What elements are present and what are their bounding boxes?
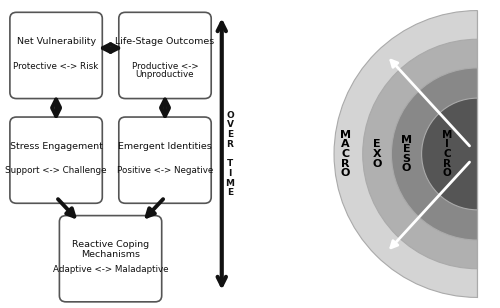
FancyBboxPatch shape — [119, 12, 211, 99]
Wedge shape — [362, 39, 478, 269]
Text: Productive <->: Productive <-> — [132, 62, 198, 71]
FancyBboxPatch shape — [60, 216, 162, 302]
Text: Mechanisms: Mechanisms — [81, 249, 140, 259]
FancyBboxPatch shape — [10, 12, 102, 99]
Text: E
X
O: E X O — [372, 140, 382, 168]
Wedge shape — [334, 10, 478, 298]
Text: Life-Stage Outcomes: Life-Stage Outcomes — [116, 37, 214, 46]
Wedge shape — [392, 68, 478, 240]
Text: Reactive Coping: Reactive Coping — [72, 240, 149, 249]
Text: M
A
C
R
O: M A C R O — [340, 130, 351, 178]
Text: Support <-> Challenge: Support <-> Challenge — [6, 166, 107, 176]
Text: Adaptive <-> Maladaptive: Adaptive <-> Maladaptive — [53, 265, 168, 274]
Text: Stress Engagement: Stress Engagement — [10, 142, 102, 151]
Text: O
V
E
R

T
I
M
E: O V E R T I M E — [226, 111, 234, 197]
FancyBboxPatch shape — [119, 117, 211, 203]
FancyBboxPatch shape — [10, 117, 102, 203]
Text: M
I
C
R
O: M I C R O — [442, 130, 452, 178]
Wedge shape — [422, 98, 478, 210]
Text: Emergent Identities: Emergent Identities — [118, 142, 212, 151]
Text: Positive <-> Negative: Positive <-> Negative — [117, 166, 213, 176]
Text: Net Vulnerability: Net Vulnerability — [16, 37, 96, 46]
Text: M
E
S
O: M E S O — [401, 135, 412, 173]
Text: Protective <-> Risk: Protective <-> Risk — [14, 62, 98, 71]
Text: Unproductive: Unproductive — [136, 70, 194, 79]
